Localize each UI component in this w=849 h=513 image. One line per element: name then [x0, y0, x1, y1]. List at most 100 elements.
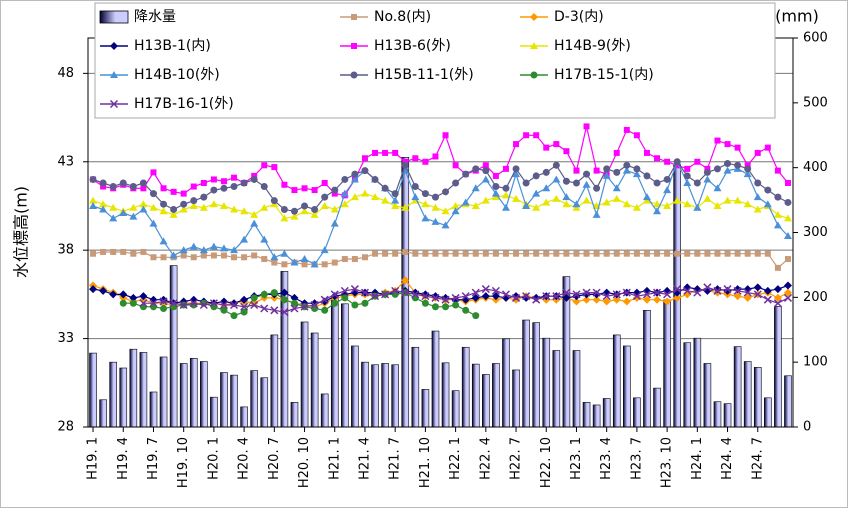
marker	[462, 306, 470, 314]
marker	[170, 188, 177, 195]
marker	[130, 250, 137, 257]
series-markers	[90, 123, 791, 199]
marker	[240, 308, 248, 316]
marker	[271, 164, 278, 171]
marker	[240, 295, 249, 304]
bar	[492, 363, 500, 428]
series-line	[92, 251, 789, 269]
bar	[159, 356, 168, 428]
marker	[572, 297, 581, 306]
bar	[99, 399, 107, 428]
marker	[442, 132, 449, 139]
marker	[523, 250, 530, 257]
marker	[180, 190, 187, 197]
marker	[491, 292, 500, 301]
marker	[260, 290, 268, 298]
x-tick-label: H24. 4	[720, 437, 735, 480]
marker	[392, 149, 399, 156]
marker	[431, 293, 440, 302]
bar	[431, 330, 440, 428]
marker	[180, 252, 187, 259]
marker	[300, 302, 309, 311]
marker	[472, 165, 480, 173]
marker	[693, 288, 702, 297]
marker	[451, 201, 460, 209]
marker	[774, 193, 782, 201]
marker	[633, 165, 641, 173]
x-tick-label: H21. 10	[418, 437, 433, 488]
marker	[110, 248, 117, 255]
marker	[310, 260, 319, 268]
marker	[733, 292, 742, 301]
marker	[189, 299, 198, 308]
marker	[331, 186, 339, 194]
marker	[200, 193, 208, 201]
marker	[250, 300, 259, 310]
marker	[189, 242, 198, 250]
bar	[663, 299, 671, 428]
marker	[199, 300, 208, 310]
marker	[401, 203, 410, 211]
marker	[714, 250, 721, 257]
marker	[572, 290, 581, 299]
marker	[139, 179, 147, 187]
marker	[321, 179, 328, 186]
marker	[391, 190, 399, 198]
marker	[90, 250, 97, 257]
marker	[442, 188, 450, 196]
marker	[280, 288, 289, 297]
marker	[612, 184, 621, 192]
marker	[159, 297, 168, 306]
x-tick-label: H19. 1	[86, 437, 101, 480]
marker	[773, 293, 782, 302]
marker	[240, 207, 249, 215]
marker	[280, 214, 289, 222]
marker	[612, 290, 621, 299]
marker	[724, 160, 732, 168]
marker	[129, 293, 138, 302]
marker	[664, 250, 671, 257]
bar	[300, 321, 309, 428]
bar	[361, 361, 369, 428]
bar	[643, 309, 651, 428]
marker	[350, 71, 358, 79]
marker	[351, 170, 359, 178]
bar	[351, 345, 359, 428]
legend-swatch	[99, 10, 129, 24]
marker	[703, 283, 712, 292]
marker	[491, 193, 500, 201]
x-tick-label: H22. 10	[539, 437, 554, 488]
marker	[693, 179, 701, 187]
legend-label: H17B-15-1(内)	[554, 67, 654, 83]
marker	[734, 161, 742, 169]
marker	[382, 149, 389, 156]
marker	[321, 306, 329, 314]
marker	[743, 170, 752, 178]
x-tick-label: H23. 10	[660, 437, 675, 488]
marker	[773, 221, 782, 229]
marker	[673, 285, 682, 294]
marker	[391, 196, 400, 204]
bar	[290, 402, 299, 428]
marker	[189, 201, 198, 209]
marker	[592, 210, 601, 218]
marker	[623, 126, 630, 133]
bar	[713, 401, 722, 428]
marker	[512, 293, 521, 302]
y-axis-title: 水位標高(m)	[12, 186, 31, 278]
marker	[532, 203, 541, 211]
marker	[533, 250, 540, 257]
marker	[372, 149, 379, 156]
marker	[562, 193, 571, 201]
marker	[451, 207, 460, 215]
marker	[683, 200, 692, 208]
marker	[653, 179, 661, 187]
marker	[502, 184, 510, 192]
marker	[441, 207, 450, 215]
marker	[512, 170, 521, 178]
marker	[530, 42, 538, 49]
marker	[563, 250, 570, 257]
bar	[482, 374, 490, 428]
marker	[301, 261, 308, 268]
